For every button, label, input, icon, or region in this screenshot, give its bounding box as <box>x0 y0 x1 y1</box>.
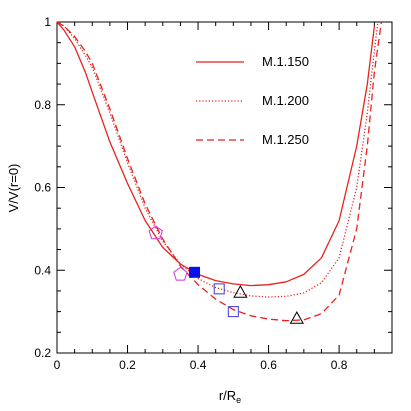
y-tick-label: 0.2 <box>34 346 51 360</box>
filled-square-marker <box>189 266 201 278</box>
x-axis-title-main: r/R <box>219 388 236 403</box>
data-markers <box>148 225 304 324</box>
pentagon-marker <box>173 266 188 281</box>
series-line-M-1-150 <box>56 21 376 287</box>
triangle-marker <box>289 311 304 324</box>
x-tick-label: 0.4 <box>190 358 207 372</box>
legend: M.1.150 M.1.200 M.1.250 <box>196 54 309 147</box>
pentagon-marker <box>148 225 163 240</box>
legend-label-M-1-200: M.1.200 <box>262 93 309 108</box>
x-axis-title: r/Re <box>219 388 241 405</box>
x-axis-title-subscript: e <box>236 395 241 405</box>
open-square-marker <box>213 283 225 295</box>
y-tick-label: 0.4 <box>34 263 51 277</box>
series-line-M-1-250 <box>56 21 383 322</box>
series-line-M-1-200 <box>56 21 379 298</box>
tick-labels: 0 0.2 0.4 0.6 0.80.20.40.60.81 <box>34 15 347 372</box>
series-lines <box>56 21 383 322</box>
y-tick-label: 1 <box>44 15 51 29</box>
y-tick-label: 0.6 <box>34 181 51 195</box>
plot-border <box>56 21 393 354</box>
x-tick-label: 0 <box>54 358 61 372</box>
axis-ticks <box>56 21 393 354</box>
legend-label-M-1-250: M.1.250 <box>262 132 309 147</box>
triangle-marker <box>233 284 248 298</box>
plot-frame <box>56 21 393 354</box>
open-square-marker <box>227 306 239 318</box>
y-axis-title: V/V(r=0) <box>6 164 21 213</box>
legend-label-M-1-150: M.1.150 <box>262 54 309 69</box>
x-tick-label: 0.6 <box>260 358 277 372</box>
x-tick-label: 0.8 <box>331 358 348 372</box>
x-tick-label: 0.2 <box>119 358 136 372</box>
y-tick-label: 0.8 <box>34 98 51 112</box>
